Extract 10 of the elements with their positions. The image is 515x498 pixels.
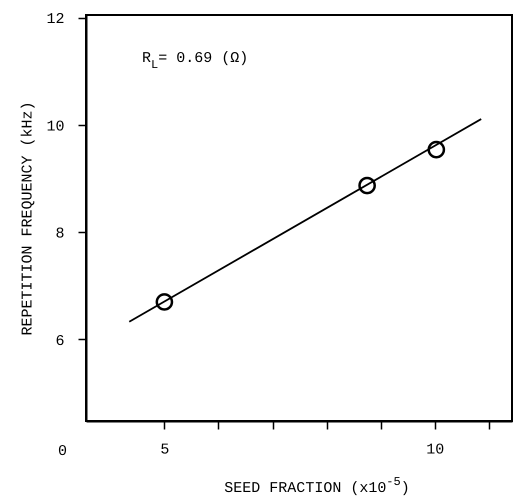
point: [427, 140, 446, 158]
y-tick-label: 8: [55, 226, 64, 243]
y-axis-title: REPETITION FREQUENCY (kHz): [19, 101, 36, 336]
y-tick-label: 6: [55, 332, 64, 350]
point: [358, 176, 376, 194]
text: 0: [58, 443, 68, 460]
x-tick-label: 5: [160, 442, 170, 458]
point: [156, 293, 174, 311]
y-tick-label: 12: [46, 11, 64, 28]
y-tick-label: 10: [46, 118, 64, 136]
